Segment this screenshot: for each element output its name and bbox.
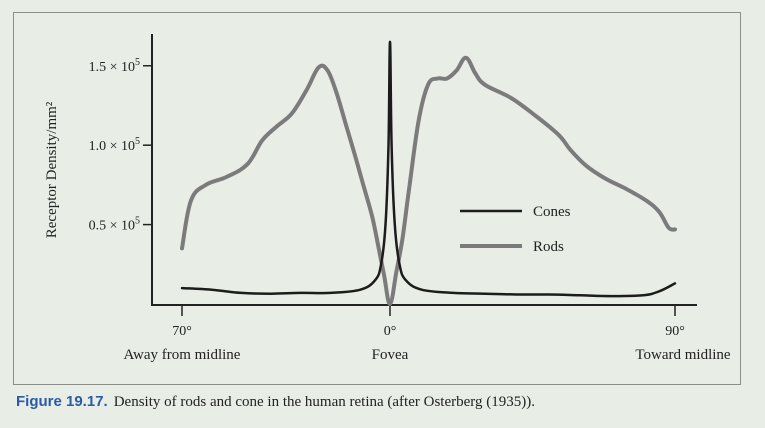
caption-text: Density of rods and cone in the human re… (113, 394, 535, 410)
x-tick-sublabel: Fovea (372, 347, 409, 363)
legend: Cones Rods (460, 204, 571, 255)
x-ticks: 70° Away from midline 0° Fovea 90° Toward mid… (124, 305, 731, 363)
x-tick-sublabel: Toward midline (635, 347, 731, 363)
figure-caption: Figure 19.17. Density of rods and cone in… (16, 393, 535, 411)
y-tick-label: 0.5 × 105 (89, 216, 140, 234)
y-tick-label: 1.5 × 105 (89, 57, 140, 75)
series-layer (180, 40, 677, 307)
y-tick-label: 1.0 × 105 (89, 136, 140, 154)
x-tick-label: 0° (384, 324, 397, 339)
rods-series-line (180, 55, 677, 307)
cones-series-line (180, 40, 677, 298)
y-ticks: 1.5 × 105 1.0 × 105 0.5 × 105 (89, 57, 152, 234)
rods-legend-label: Rods (533, 239, 564, 255)
y-axis-label: Receptor Density/mm² (44, 101, 60, 238)
figure-number: Figure 19.17. (16, 393, 108, 410)
x-tick-label: 70° (172, 324, 192, 339)
x-tick-label: 90° (665, 324, 685, 339)
axes (151, 34, 697, 306)
cones-legend-label: Cones (533, 204, 571, 220)
x-tick-sublabel: Away from midline (124, 347, 241, 363)
figure-frame (13, 12, 741, 385)
